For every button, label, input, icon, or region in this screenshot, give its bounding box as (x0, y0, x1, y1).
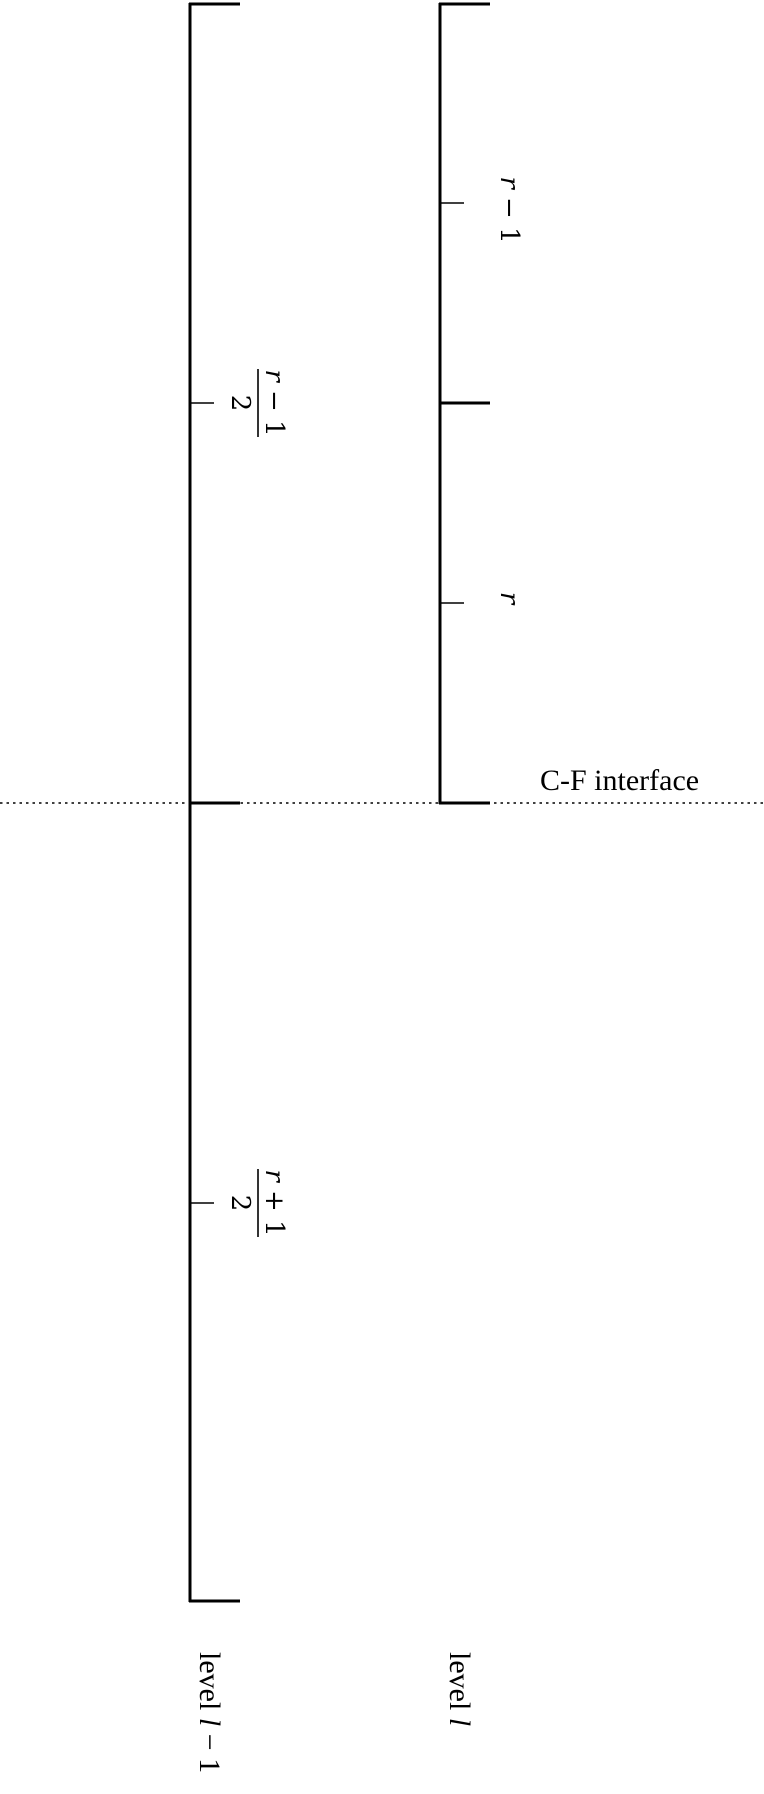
coarse-level-label: level l − 1 (193, 1652, 226, 1773)
svg-text:r − 1: r − 1 (494, 176, 524, 243)
svg-text:r − 1: r − 1 (259, 369, 289, 436)
svg-text:r: r (494, 592, 524, 606)
fine-level-axis (438, 2, 490, 805)
svg-text:2: 2 (225, 1195, 255, 1212)
cf-interface-label: C-F interface (540, 764, 699, 797)
svg-text:2: 2 (225, 395, 255, 412)
svg-text:level l − 1: level l − 1 (193, 1652, 226, 1773)
coarse-cell-label: r − 1 2 (225, 369, 289, 437)
coarse-cell-label: r + 1 2 (225, 1169, 289, 1237)
fine-level-label: level l (443, 1652, 476, 1726)
svg-text:level l: level l (443, 1652, 476, 1726)
coarse-level-axis (188, 2, 240, 1603)
fine-cell-label: r (494, 592, 524, 606)
fine-cell-label: r − 1 (494, 176, 524, 243)
svg-text:r + 1: r + 1 (259, 1169, 289, 1236)
